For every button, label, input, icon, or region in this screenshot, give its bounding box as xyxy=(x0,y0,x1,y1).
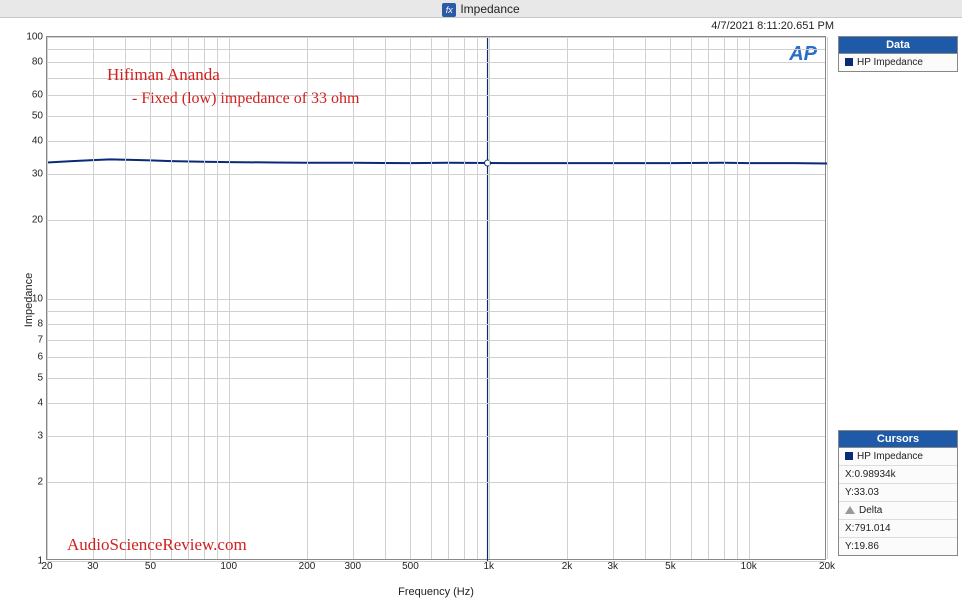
x-tick-label: 50 xyxy=(145,561,156,572)
gridline-h xyxy=(47,49,825,50)
y-tick-label: 4 xyxy=(37,398,43,409)
gridline-h xyxy=(47,482,825,483)
y-tick-label: 6 xyxy=(37,352,43,363)
delta-label: Delta xyxy=(859,505,882,516)
x-tick-label: 20k xyxy=(819,561,835,572)
timestamp: 4/7/2021 8:11:20.651 PM xyxy=(711,20,834,32)
gridline-h xyxy=(47,116,825,117)
fx-icon: fx xyxy=(442,3,456,17)
plot-area: AP 2030501002003005001k2k3k5k10k20k12345… xyxy=(46,36,826,560)
gridline-h xyxy=(47,436,825,437)
data-panel: Data HP Impedance xyxy=(838,36,958,72)
cursors-panel: Cursors HP Impedance X:0.98934k Y:33.03 … xyxy=(838,430,958,556)
y-tick-label: 1 xyxy=(37,556,43,567)
annotation-text: Hifiman Ananda xyxy=(107,65,220,85)
y-tick-label: 80 xyxy=(32,57,43,68)
y-tick-label: 8 xyxy=(37,319,43,330)
y-tick-label: 10 xyxy=(32,294,43,305)
gridline-h xyxy=(47,561,825,562)
gridline-h xyxy=(47,174,825,175)
gridline-h xyxy=(47,324,825,325)
gridline-h xyxy=(47,37,825,38)
gridline-h xyxy=(47,340,825,341)
gridline-h xyxy=(47,378,825,379)
gridline-h xyxy=(47,141,825,142)
gridline-v xyxy=(827,37,828,559)
y-tick-label: 3 xyxy=(37,430,43,441)
x-tick-label: 10k xyxy=(741,561,757,572)
gridline-h xyxy=(47,62,825,63)
x-tick-label: 200 xyxy=(299,561,316,572)
cursor-delta-y: Y:19.86 xyxy=(839,538,957,555)
gridline-h xyxy=(47,299,825,300)
x-axis-label: Frequency (Hz) xyxy=(46,586,826,598)
data-panel-header: Data xyxy=(839,37,957,54)
cursors-panel-header: Cursors xyxy=(839,431,957,448)
cursor-trace-label: HP Impedance xyxy=(857,451,923,462)
delta-icon xyxy=(845,506,855,514)
annotation-text: - Fixed (low) impedance of 33 ohm xyxy=(132,90,360,108)
gridline-h xyxy=(47,220,825,221)
y-tick-label: 100 xyxy=(26,32,43,43)
y-tick-label: 60 xyxy=(32,90,43,101)
cursor-swatch xyxy=(845,452,853,460)
y-tick-label: 40 xyxy=(32,136,43,147)
x-tick-label: 3k xyxy=(608,561,619,572)
gridline-h xyxy=(47,403,825,404)
data-panel-row[interactable]: HP Impedance xyxy=(839,54,957,71)
x-tick-label: 300 xyxy=(344,561,361,572)
x-tick-label: 2k xyxy=(562,561,573,572)
y-tick-label: 30 xyxy=(32,168,43,179)
x-tick-label: 30 xyxy=(87,561,98,572)
cursor-trace-row[interactable]: HP Impedance xyxy=(839,448,957,466)
window-title: Impedance xyxy=(460,2,519,16)
x-tick-label: 1k xyxy=(483,561,494,572)
y-tick-label: 50 xyxy=(32,110,43,121)
cursor-y-value: Y:33.03 xyxy=(839,484,957,502)
x-tick-label: 100 xyxy=(220,561,237,572)
cursor-delta-x: X:791.014 xyxy=(839,520,957,538)
series-swatch xyxy=(845,58,853,66)
annotation-text: AudioScienceReview.com xyxy=(67,535,247,555)
y-tick-label: 20 xyxy=(32,215,43,226)
gridline-h xyxy=(47,311,825,312)
cursor-delta-header: Delta xyxy=(839,502,957,520)
x-tick-label: 5k xyxy=(665,561,676,572)
series-line xyxy=(47,159,827,163)
title-bar: fx Impedance xyxy=(0,0,962,18)
gridline-h xyxy=(47,357,825,358)
x-tick-label: 500 xyxy=(402,561,419,572)
cursor-x-value: X:0.98934k xyxy=(839,466,957,484)
y-tick-label: 2 xyxy=(37,477,43,488)
series-label: HP Impedance xyxy=(857,57,923,68)
y-tick-label: 5 xyxy=(37,372,43,383)
y-tick-label: 7 xyxy=(37,334,43,345)
